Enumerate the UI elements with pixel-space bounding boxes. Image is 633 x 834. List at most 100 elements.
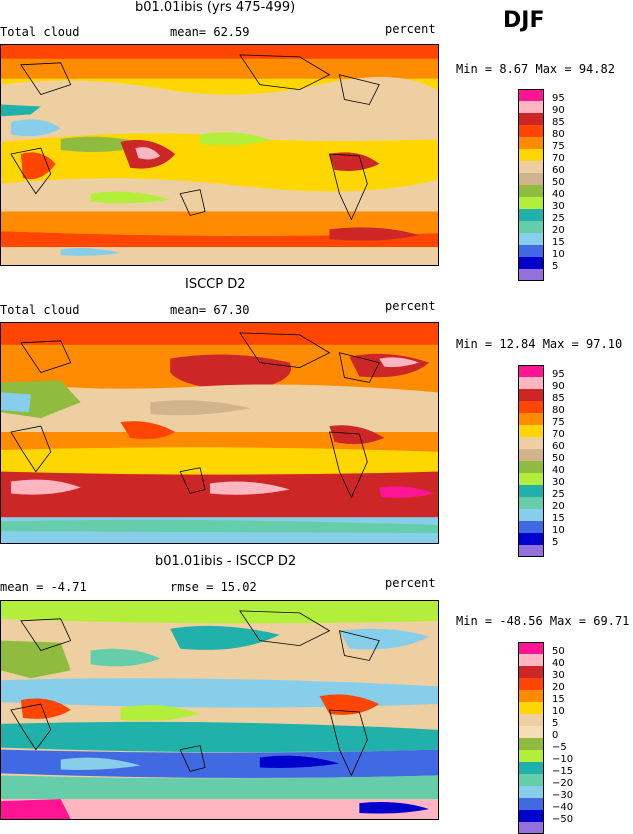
colorbar-swatch — [518, 101, 544, 113]
panel-2-map-field — [1, 323, 438, 543]
colorbar-label: 40 — [552, 465, 565, 476]
panel-1-map — [0, 44, 439, 266]
panel-2-variable-label: Total cloud — [0, 303, 80, 317]
colorbar-swatch — [518, 485, 544, 497]
colorbar-swatch — [518, 245, 544, 257]
panel-3-mean: mean = -4.71 — [0, 580, 87, 594]
colorbar-label: 80 — [552, 405, 565, 416]
colorbar-label: 5 — [552, 537, 559, 548]
colorbar-swatch — [518, 377, 544, 389]
colorbar-label: 50 — [552, 453, 565, 464]
colorbar-swatch — [518, 774, 544, 786]
colorbar-swatch — [518, 690, 544, 702]
colorbar-swatch — [518, 185, 544, 197]
colorbar-label: 90 — [552, 105, 565, 116]
colorbar-label: 25 — [552, 489, 565, 500]
colorbar-swatch — [518, 750, 544, 762]
colorbar-swatch — [518, 425, 544, 437]
colorbar-swatch — [518, 389, 544, 401]
colorbar-swatch — [518, 89, 544, 101]
colorbar-label: 10 — [552, 525, 565, 536]
colorbar-label: 95 — [552, 369, 565, 380]
colorbar-label: 10 — [552, 706, 565, 717]
colorbar-label: 30 — [552, 201, 565, 212]
panel-3-map — [0, 600, 439, 820]
colorbar-swatch — [518, 762, 544, 774]
colorbar-label: −50 — [552, 814, 574, 825]
colorbar-label: 20 — [552, 501, 565, 512]
colorbar-label: 50 — [552, 646, 565, 657]
colorbar-label: 90 — [552, 381, 565, 392]
colorbar-label: 40 — [552, 189, 565, 200]
panel-3-title: b01.01ibis - ISCCP D2 — [155, 554, 297, 569]
colorbar-swatch — [518, 738, 544, 750]
panel-1-variable-label: Total cloud — [0, 25, 80, 39]
colorbar-label: 50 — [552, 177, 565, 188]
colorbar-label: 20 — [552, 225, 565, 236]
colorbar-swatch — [518, 678, 544, 690]
colorbar-swatch — [518, 654, 544, 666]
colorbar-label: −5 — [552, 742, 567, 753]
colorbar-label: 85 — [552, 393, 565, 404]
colorbar-swatch — [518, 666, 544, 678]
colorbar-label: 40 — [552, 658, 565, 669]
colorbar-swatch — [518, 702, 544, 714]
colorbar-label: 15 — [552, 513, 565, 524]
panel-3-minmax: Min = -48.56 Max = 69.71 — [456, 614, 630, 628]
colorbar-swatch — [518, 365, 544, 377]
colorbar-swatch — [518, 401, 544, 413]
colorbar-label: 10 — [552, 249, 565, 260]
colorbar-swatch — [518, 786, 544, 798]
colorbar-label: 70 — [552, 153, 565, 164]
colorbar-label: 60 — [552, 165, 565, 176]
panel-3-rmse: rmse = 15.02 — [170, 580, 257, 594]
colorbar-swatch — [518, 125, 544, 137]
panel-1-title: b01.01ibis (yrs 475-499) — [135, 0, 296, 15]
colorbar-swatch — [518, 197, 544, 209]
colorbar-label: 85 — [552, 117, 565, 128]
colorbar-label: 70 — [552, 429, 565, 440]
colorbar-swatch — [518, 642, 544, 654]
colorbar-swatch — [518, 257, 544, 269]
panel-1-mean: mean= 62.59 — [170, 25, 250, 39]
colorbar-swatch — [518, 161, 544, 173]
colorbar-label: 95 — [552, 93, 565, 104]
colorbar-swatch — [518, 137, 544, 149]
colorbar-label: 25 — [552, 213, 565, 224]
colorbar-label: 75 — [552, 141, 565, 152]
colorbar-swatch — [518, 509, 544, 521]
colorbar-label: 5 — [552, 718, 559, 729]
colorbar-label: −10 — [552, 754, 574, 765]
colorbar-swatch — [518, 798, 544, 810]
panel-2-minmax: Min = 12.84 Max = 97.10 — [456, 337, 623, 351]
colorbar-swatch — [518, 209, 544, 221]
season-label: DJF — [503, 8, 545, 33]
colorbar-swatch — [518, 810, 544, 822]
colorbar-label: 30 — [552, 477, 565, 488]
colorbar-label: 75 — [552, 417, 565, 428]
panel-3-units: percent — [385, 576, 436, 590]
colorbar-swatch — [518, 173, 544, 185]
colorbar-swatch — [518, 461, 544, 473]
panel-3-map-field — [1, 601, 438, 819]
colorbar-label: 30 — [552, 670, 565, 681]
panel-2-title: ISCCP D2 — [185, 277, 246, 292]
colorbar-swatch — [518, 269, 544, 281]
colorbar-label: −20 — [552, 778, 574, 789]
colorbar-label: 0 — [552, 730, 559, 741]
colorbar-swatch — [518, 497, 544, 509]
colorbar-label: 15 — [552, 237, 565, 248]
colorbar-swatch — [518, 149, 544, 161]
colorbar-label: 20 — [552, 682, 565, 693]
colorbar-swatch — [518, 714, 544, 726]
colorbar-label: 15 — [552, 694, 565, 705]
colorbar-swatch — [518, 221, 544, 233]
panel-2-units: percent — [385, 299, 436, 313]
panel-1-minmax: Min = 8.67 Max = 94.82 — [456, 62, 615, 76]
colorbar-swatch — [518, 726, 544, 738]
colorbar-swatch — [518, 437, 544, 449]
panel-2-mean: mean= 67.30 — [170, 303, 250, 317]
colorbar-swatch — [518, 473, 544, 485]
colorbar-label: 80 — [552, 129, 565, 140]
colorbar-label: −40 — [552, 802, 574, 813]
